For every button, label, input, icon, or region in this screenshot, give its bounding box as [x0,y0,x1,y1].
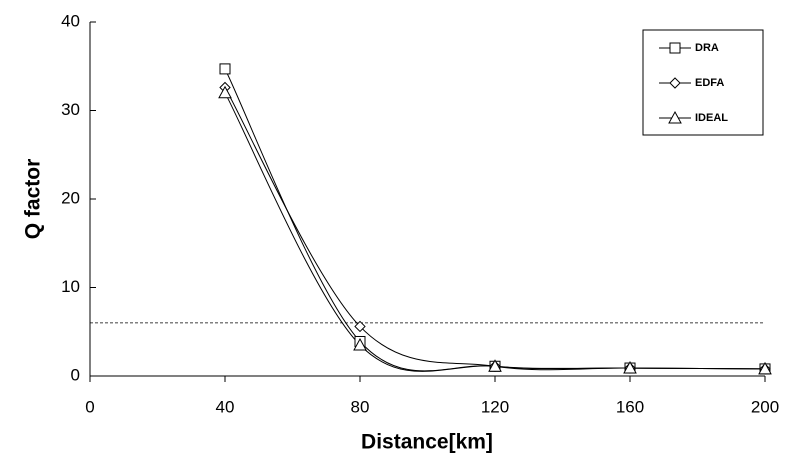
x-tick-label: 200 [751,397,779,416]
legend-label: DRA [695,42,719,54]
marker [623,360,637,374]
x-axis-title: Distance[km] [361,431,493,454]
marker [669,42,681,54]
y-tick-label: 0 [71,365,80,384]
marker [668,110,682,124]
marker [758,361,772,375]
x-tick-label: 0 [85,397,94,416]
marker [218,85,232,99]
y-tick-label: 10 [61,277,80,296]
series-line [224,92,766,372]
y-axis-title: Q factor [22,159,45,240]
marker [353,337,367,351]
legend-label: IDEAL [695,112,728,124]
x-tick-label: 80 [351,397,370,416]
marker [669,77,681,89]
marker [488,359,502,372]
y-tick-label: 40 [61,11,80,30]
y-tick-label: 20 [61,188,80,207]
x-tick-label: 120 [481,397,509,416]
marker [354,320,366,333]
x-tick-label: 40 [216,397,235,416]
y-tick-label: 30 [61,100,80,119]
marker [219,63,231,75]
x-tick-label: 160 [616,397,644,416]
legend-label: EDFA [695,77,724,89]
